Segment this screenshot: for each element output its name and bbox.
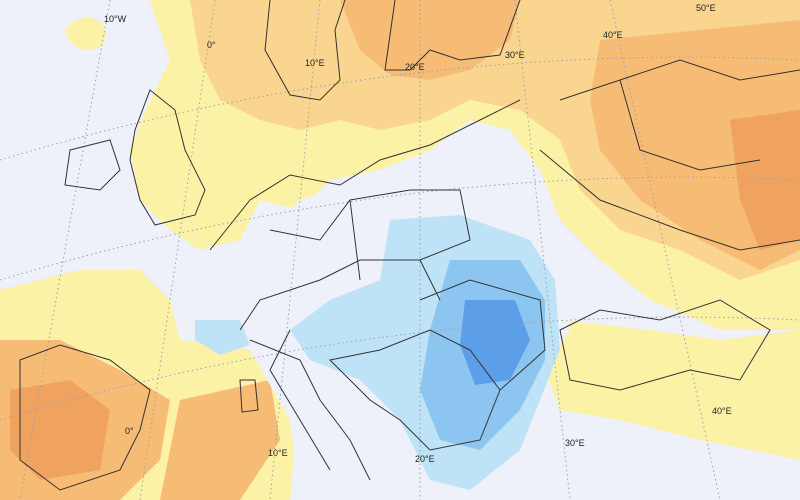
orange-region-mediterranean — [160, 380, 280, 500]
light-blue-blob-alps — [195, 320, 250, 355]
dark-orange-region-east — [730, 110, 800, 250]
yellow-region-southeast — [545, 320, 800, 460]
italy-coast — [249, 329, 371, 481]
cold-anomaly-regions — [195, 160, 570, 500]
label-40e: 40°E — [603, 30, 623, 40]
baltic-coast — [384, 0, 521, 71]
orange-region-scandinavia — [340, 0, 520, 80]
label-20e-south: 20°E — [415, 454, 435, 464]
label-50e: 50°E — [696, 3, 716, 13]
ireland-coast — [64, 139, 121, 191]
dark-blue-region — [460, 300, 530, 385]
britain-coast — [129, 89, 206, 226]
label-30e: 30°E — [505, 50, 525, 60]
label-40e-south: 40°E — [712, 406, 732, 416]
iberia-coast — [19, 344, 151, 491]
coastlines-and-borders — [19, 0, 800, 491]
black-sea-coast — [559, 299, 771, 391]
label-10e: 10°E — [305, 58, 325, 68]
longitude-labels: 10°W 0° 10°E 20°E 30°E 40°E 50°E 40°E 30… — [104, 3, 732, 464]
continental-coast — [209, 99, 521, 251]
central-borders — [239, 189, 471, 331]
label-0-south: 0° — [125, 426, 134, 436]
scandinavia-coast — [264, 0, 346, 101]
label-30e-south: 30°E — [565, 438, 585, 448]
sardinia-coast — [239, 379, 259, 413]
label-20e: 20°E — [405, 62, 425, 72]
label-10w: 10°W — [104, 14, 127, 24]
balkan-borders — [328, 279, 546, 451]
eastern-borders — [539, 59, 800, 251]
yellow-blob-atlantic — [65, 17, 106, 51]
label-0: 0° — [207, 40, 216, 50]
label-10e-south: 10°E — [268, 448, 288, 458]
dark-orange-region-iberia — [10, 380, 110, 480]
